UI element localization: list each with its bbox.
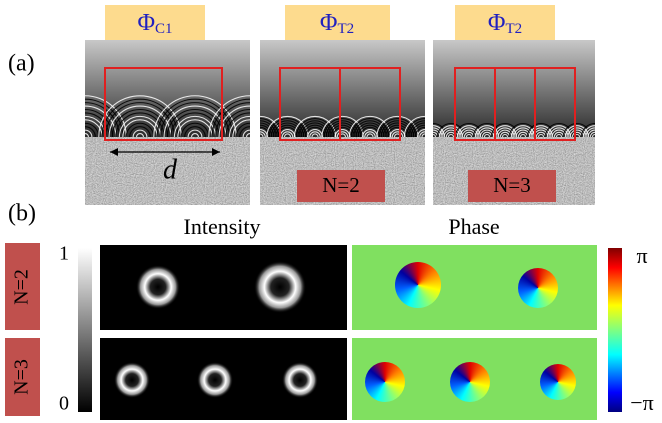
- vortex-intensity: [254, 261, 306, 313]
- tag: N=2: [322, 173, 360, 197]
- vortex-intensity: [114, 362, 150, 398]
- column-title: Phase: [448, 214, 499, 239]
- vortex-phase: [450, 362, 490, 402]
- vortex-intensity: [282, 362, 318, 398]
- colorbar-label: 0: [59, 393, 69, 415]
- tag: N=3: [493, 173, 531, 197]
- colorbar-label: π: [636, 243, 647, 268]
- phase-image: [352, 245, 597, 330]
- colorbar-label: −π: [630, 390, 654, 415]
- phase-colorbar: [608, 248, 622, 412]
- row-label: N=2: [11, 269, 33, 305]
- column-title: Intensity: [184, 214, 261, 239]
- gradient-region: [433, 40, 595, 137]
- panel-label: (b): [8, 201, 36, 227]
- figure: (a) ΦC1 ΦT2 ΦT2 d N=2 N=3 (b) Intensity …: [0, 0, 662, 423]
- vortex-intensity: [136, 265, 180, 309]
- vortex-phase: [518, 268, 558, 308]
- figure-canvas: (a) ΦC1 ΦT2 ΦT2 d N=2 N=3 (b) Intensity …: [0, 0, 662, 423]
- row-label: N=3: [11, 359, 33, 395]
- vortex-phase: [540, 364, 576, 400]
- vortex-phase: [395, 262, 441, 308]
- colorbar-label: 1: [59, 243, 69, 265]
- period-label: d: [163, 154, 178, 185]
- panel-label: (a): [8, 51, 35, 77]
- vortex-phase: [365, 362, 405, 402]
- vortex-intensity: [197, 362, 233, 398]
- intensity-colorbar: [78, 248, 92, 412]
